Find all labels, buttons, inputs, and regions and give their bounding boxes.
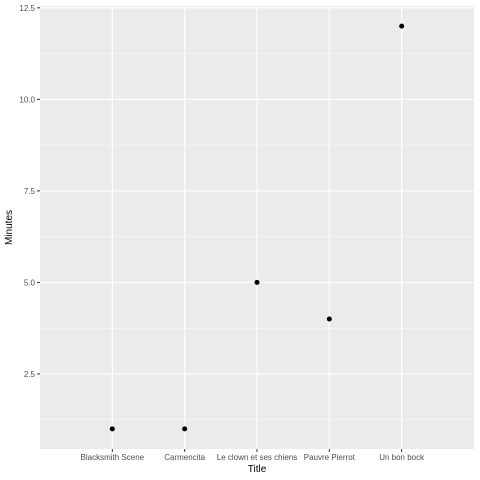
x-axis-title: Title <box>248 464 267 475</box>
major-gridlines-x <box>111 6 403 449</box>
data-point <box>254 279 260 285</box>
data-points <box>109 23 405 432</box>
data-point <box>109 426 115 432</box>
y-tick-label: 5.0 <box>24 278 36 287</box>
data-point <box>399 23 405 29</box>
data-point <box>182 426 188 432</box>
x-tick-label: Blacksmith Scene <box>81 453 145 462</box>
y-axis-title: Minutes <box>4 210 15 245</box>
y-tick-label: 7.5 <box>24 187 36 196</box>
x-tick-label: Pauvre Pierrot <box>304 453 356 462</box>
x-tick-label: Un bon bock <box>379 453 425 462</box>
y-tick-label: 10.0 <box>19 95 35 104</box>
x-axis-ticks: Blacksmith Scene Carmencita Le clown et se… <box>81 449 425 462</box>
data-point <box>326 316 332 322</box>
y-tick-label: 2.5 <box>24 370 36 379</box>
y-tick-label: 12.5 <box>19 4 35 13</box>
y-axis-ticks: 2.5 5.0 7.5 10.0 12.5 <box>19 4 40 379</box>
x-tick-label: Carmencita <box>164 453 205 462</box>
x-tick-label: Le clown et ses chiens <box>217 453 298 462</box>
